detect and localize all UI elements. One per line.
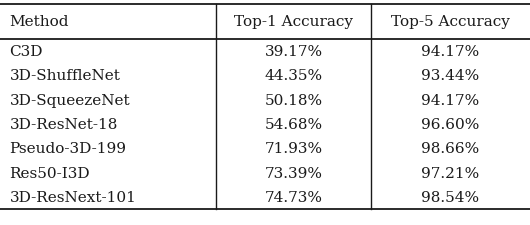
Text: Top-1 Accuracy: Top-1 Accuracy xyxy=(234,15,353,29)
Text: 96.60%: 96.60% xyxy=(421,117,480,131)
Text: 98.66%: 98.66% xyxy=(421,142,480,156)
Text: Top-5 Accuracy: Top-5 Accuracy xyxy=(391,15,510,29)
Text: 3D-ResNet-18: 3D-ResNet-18 xyxy=(10,117,118,131)
Text: 74.73%: 74.73% xyxy=(264,190,323,204)
Text: C3D: C3D xyxy=(10,45,43,58)
Text: 94.17%: 94.17% xyxy=(421,45,480,58)
Text: 73.39%: 73.39% xyxy=(264,166,323,180)
Text: 98.54%: 98.54% xyxy=(421,190,480,204)
Text: 71.93%: 71.93% xyxy=(264,142,323,156)
Text: 97.21%: 97.21% xyxy=(421,166,480,180)
Text: 54.68%: 54.68% xyxy=(264,117,323,131)
Text: 3D-ResNext-101: 3D-ResNext-101 xyxy=(10,190,136,204)
Text: Pseudo-3D-199: Pseudo-3D-199 xyxy=(10,142,127,156)
Text: 94.17%: 94.17% xyxy=(421,93,480,107)
Text: 39.17%: 39.17% xyxy=(264,45,323,58)
Text: Res50-I3D: Res50-I3D xyxy=(10,166,90,180)
Text: 3D-SqueezeNet: 3D-SqueezeNet xyxy=(10,93,130,107)
Text: 50.18%: 50.18% xyxy=(264,93,323,107)
Text: 93.44%: 93.44% xyxy=(421,69,480,83)
Text: Method: Method xyxy=(10,15,69,29)
Text: 44.35%: 44.35% xyxy=(264,69,323,83)
Text: 3D-ShuffleNet: 3D-ShuffleNet xyxy=(10,69,120,83)
